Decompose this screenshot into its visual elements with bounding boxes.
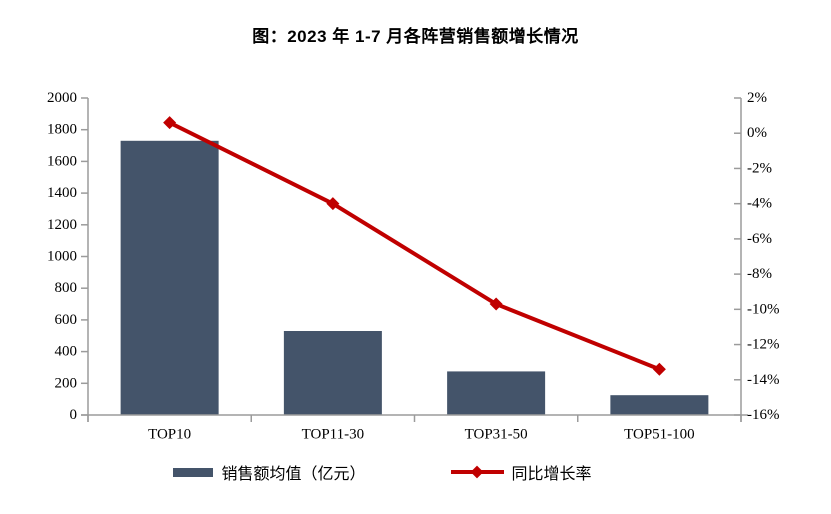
left-axis-tick-label: 400	[55, 344, 78, 360]
right-axis-tick-label: -14%	[747, 372, 780, 388]
legend-item-line-series: 同比增长率	[450, 460, 592, 484]
left-axis-tick-label: 2000	[47, 90, 77, 106]
chart-title: 图：2023 年 1-7 月各阵营销售额增长情况	[252, 27, 579, 46]
right-axis-tick-label: -12%	[747, 337, 780, 353]
left-axis-tick-label: 0	[70, 407, 78, 423]
left-axis-tick-label: 800	[55, 280, 78, 296]
left-axis-tick-label: 1800	[47, 122, 77, 138]
bar-TOP51-100	[610, 395, 709, 415]
line-marker-TOP10	[163, 116, 177, 130]
line-legend-swatch-icon	[450, 465, 504, 479]
right-axis-tick-label: -2%	[747, 160, 772, 176]
right-axis-tick-label: 0%	[747, 125, 767, 141]
line-marker-TOP31-50	[489, 297, 503, 311]
left-axis-tick-label: 1000	[47, 249, 77, 265]
left-axis-tick-label: 600	[55, 312, 78, 328]
x-axis-category-label: TOP11-30	[302, 427, 365, 443]
line-marker-TOP11-30	[326, 197, 340, 211]
bar-TOP31-50	[447, 371, 546, 415]
right-axis-tick-label: -8%	[747, 266, 772, 282]
left-axis-tick-label: 1400	[47, 185, 77, 201]
right-axis-tick-label: -4%	[747, 196, 772, 212]
legend: 销售额均值（亿元） 同比增长率	[0, 460, 831, 484]
x-axis-category-label: TOP10	[148, 427, 191, 443]
right-axis-tick-label: -16%	[747, 407, 780, 423]
bar-TOP11-30	[283, 330, 382, 415]
right-axis-tick-label: -6%	[747, 231, 772, 247]
left-axis-tick-label: 1200	[47, 217, 77, 233]
right-axis-tick-label: -10%	[747, 301, 780, 317]
left-axis-tick-label: 1600	[47, 153, 77, 169]
line-legend-label: 同比增长率	[511, 466, 592, 483]
x-axis-category-label: TOP51-100	[624, 427, 695, 443]
x-axis-category-label: TOP31-50	[465, 427, 528, 443]
bar-legend-label: 销售额均值（亿元）	[221, 466, 366, 483]
diamond-marker-icon	[470, 465, 484, 479]
growth-line	[168, 120, 661, 372]
left-axis-tick-label: 200	[55, 375, 78, 391]
legend-item-bar-series: 销售额均值（亿元）	[173, 460, 366, 484]
right-axis-tick-label: 2%	[747, 90, 767, 106]
bar-legend-swatch-icon	[173, 467, 214, 477]
bar-TOP10	[120, 140, 219, 416]
line-marker-TOP51-100	[652, 362, 666, 376]
